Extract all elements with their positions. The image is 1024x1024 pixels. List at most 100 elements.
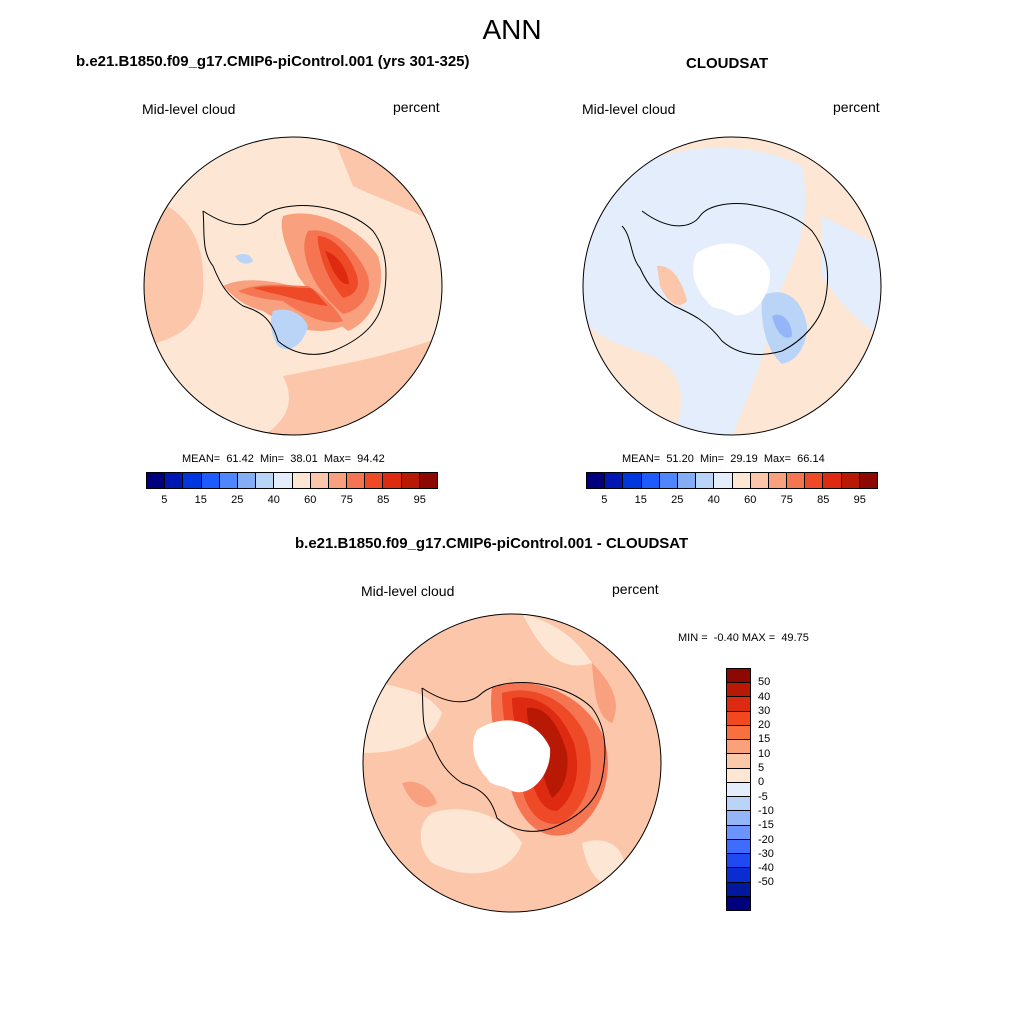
diff-colorbar-ticks: 50 40 30 20 15 10 5 0 -5 -10 -15 -20 -30 -40 -50	[758, 668, 798, 911]
colorbar-swatch	[696, 473, 715, 488]
colorbar-swatch	[605, 473, 624, 488]
colorbar-tick-label: 25	[231, 494, 244, 506]
colorbar-swatch	[727, 711, 750, 726]
colorbar-swatch	[727, 683, 750, 698]
colorbar-tick-label: 85	[377, 494, 390, 506]
colorbar-tick-label: 0	[758, 776, 765, 789]
colorbar-tick-label: 20	[758, 719, 771, 732]
model-variable-label: Mid-level cloud	[142, 101, 236, 117]
model-colorbar-ticks: 5 15 25 40 60 75 85 95	[146, 494, 438, 508]
colorbar-tick-label: -15	[758, 819, 774, 832]
colorbar-swatch	[292, 473, 311, 488]
colorbar-swatch	[841, 473, 860, 488]
colorbar-swatch	[727, 669, 750, 684]
colorbar-tick-label: -40	[758, 862, 774, 875]
colorbar-swatch	[219, 473, 238, 488]
colorbar-tick-label: 95	[853, 494, 866, 506]
diff-stats: MIN = -0.40 MAX = 49.75	[678, 632, 809, 644]
colorbar-swatch	[623, 473, 642, 488]
colorbar-swatch	[727, 740, 750, 755]
colorbar-swatch	[587, 473, 606, 488]
diff-colorbar	[726, 668, 751, 911]
colorbar-tick-label: 5	[758, 762, 765, 775]
colorbar-swatch	[727, 896, 750, 910]
colorbar-swatch	[677, 473, 697, 488]
colorbar-swatch	[727, 839, 750, 855]
colorbar-tick-label: 60	[304, 494, 317, 506]
colorbar-tick-label: -20	[758, 833, 774, 846]
diff-panel-title: b.e21.B1850.f09_g17.CMIP6-piControl.001 …	[295, 535, 689, 552]
colorbar-swatch	[310, 473, 329, 488]
colorbar-tick-label: 15	[758, 733, 771, 746]
colorbar-swatch	[328, 473, 348, 488]
colorbar-tick-label: 10	[758, 747, 771, 760]
colorbar-tick-label: 40	[758, 690, 771, 703]
colorbar-tick-label: -30	[758, 847, 774, 860]
colorbar-swatch	[750, 473, 769, 488]
colorbar-swatch	[787, 473, 806, 488]
colorbar-swatch	[727, 697, 750, 712]
colorbar-swatch	[147, 473, 166, 488]
colorbar-tick-label: 40	[267, 494, 280, 506]
obs-colorbar	[586, 472, 878, 489]
diff-variable-label: Mid-level cloud	[361, 583, 455, 599]
colorbar-swatch	[727, 811, 750, 826]
colorbar-swatch	[237, 473, 257, 488]
colorbar-swatch	[727, 782, 750, 798]
obs-panel-title: CLOUDSAT	[686, 55, 769, 72]
colorbar-tick-label: 75	[780, 494, 793, 506]
colorbar-tick-label: 15	[634, 494, 647, 506]
colorbar-tick-label: 5	[601, 494, 608, 506]
colorbar-tick-label: 95	[413, 494, 426, 506]
colorbar-tick-label: 5	[161, 494, 168, 506]
obs-variable-label: Mid-level cloud	[582, 101, 676, 117]
colorbar-swatch	[727, 754, 750, 769]
colorbar-tick-label: -10	[758, 804, 774, 817]
model-panel-title: b.e21.B1850.f09_g17.CMIP6-piControl.001 …	[76, 53, 470, 70]
colorbar-tick-label: 85	[817, 494, 830, 506]
colorbar-swatch	[274, 473, 293, 488]
colorbar-swatch	[347, 473, 366, 488]
colorbar-swatch	[256, 473, 275, 488]
colorbar-swatch	[859, 473, 877, 488]
model-units-label: percent	[393, 99, 440, 115]
colorbar-tick-label: 40	[707, 494, 720, 506]
obs-polar-map	[582, 136, 882, 436]
colorbar-swatch	[727, 797, 750, 812]
diff-polar-map	[362, 613, 662, 913]
colorbar-tick-label: -50	[758, 876, 774, 889]
colorbar-swatch	[823, 473, 842, 488]
colorbar-swatch	[365, 473, 384, 488]
diff-units-label: percent	[612, 581, 659, 597]
colorbar-swatch	[727, 725, 750, 741]
colorbar-swatch	[768, 473, 788, 488]
colorbar-swatch	[201, 473, 220, 488]
colorbar-tick-label: 25	[671, 494, 684, 506]
colorbar-tick-label: 60	[744, 494, 757, 506]
colorbar-swatch	[727, 882, 750, 897]
colorbar-swatch	[727, 768, 750, 783]
model-polar-map	[143, 136, 443, 436]
colorbar-tick-label: -5	[758, 790, 768, 803]
colorbar-swatch	[732, 473, 751, 488]
colorbar-tick-label: 75	[340, 494, 353, 506]
colorbar-swatch	[727, 868, 750, 883]
colorbar-swatch	[419, 473, 437, 488]
colorbar-swatch	[714, 473, 733, 488]
colorbar-tick-label: 15	[194, 494, 207, 506]
figure-title: ANN	[482, 14, 542, 45]
colorbar-tick-label: 30	[758, 704, 771, 717]
colorbar-swatch	[183, 473, 202, 488]
colorbar-swatch	[401, 473, 420, 488]
model-stats: MEAN= 61.42 Min= 38.01 Max= 94.42	[182, 453, 385, 465]
obs-stats: MEAN= 51.20 Min= 29.19 Max= 66.14	[622, 453, 825, 465]
colorbar-swatch	[659, 473, 678, 488]
colorbar-swatch	[727, 825, 750, 840]
colorbar-swatch	[805, 473, 824, 488]
colorbar-swatch	[165, 473, 184, 488]
colorbar-swatch	[383, 473, 402, 488]
colorbar-swatch	[641, 473, 660, 488]
model-colorbar	[146, 472, 438, 489]
obs-colorbar-ticks: 5 15 25 40 60 75 85 95	[586, 494, 878, 508]
obs-units-label: percent	[833, 99, 880, 115]
